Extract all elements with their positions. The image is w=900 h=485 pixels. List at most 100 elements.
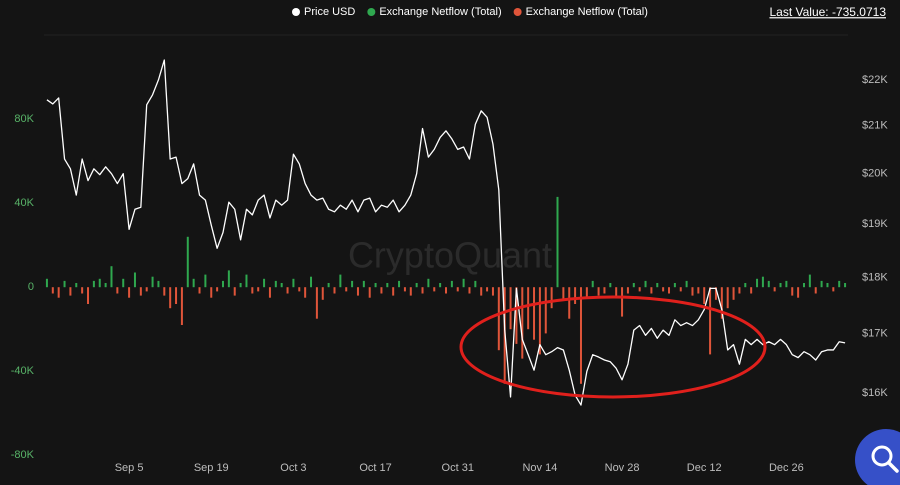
bar xyxy=(480,287,483,296)
bar xyxy=(726,287,729,309)
y-tick-label: -40K xyxy=(11,365,35,377)
x-tick-label: Oct 31 xyxy=(442,462,474,474)
bar xyxy=(550,287,553,309)
bar xyxy=(257,287,260,292)
bar xyxy=(315,287,318,319)
bar xyxy=(151,276,154,288)
legend-marker xyxy=(292,8,300,16)
bar xyxy=(210,287,213,298)
bar xyxy=(292,278,295,288)
bar xyxy=(820,280,823,288)
bar xyxy=(251,287,254,294)
bar xyxy=(304,287,307,298)
bar xyxy=(703,287,706,304)
bar xyxy=(351,280,354,288)
bar xyxy=(75,283,78,288)
bar xyxy=(403,287,406,292)
bar xyxy=(345,287,348,292)
bar xyxy=(239,283,242,288)
plot xyxy=(45,59,847,406)
bar xyxy=(709,287,712,355)
bar xyxy=(374,283,377,288)
bar xyxy=(673,283,676,288)
bar xyxy=(216,287,219,292)
bar xyxy=(644,280,647,288)
legend-marker xyxy=(513,8,522,16)
x-tick-label: Sep 19 xyxy=(194,462,229,474)
bar xyxy=(779,283,782,288)
search-button[interactable] xyxy=(855,429,900,485)
bar xyxy=(157,280,160,288)
bar xyxy=(409,287,412,296)
bar xyxy=(685,280,688,288)
bar xyxy=(169,287,172,309)
bar xyxy=(298,287,301,292)
bar xyxy=(679,287,682,292)
legend-label: Exchange Netflow (Total) xyxy=(526,6,648,18)
bar xyxy=(380,287,383,294)
bar xyxy=(433,287,436,292)
bar xyxy=(445,287,447,294)
bar xyxy=(227,270,230,288)
bar xyxy=(632,283,635,288)
bar xyxy=(456,287,459,292)
bar xyxy=(98,278,101,288)
bar xyxy=(145,287,148,292)
legend-label: Exchange Netflow (Total) xyxy=(379,6,501,18)
bar xyxy=(356,287,359,296)
bar xyxy=(744,283,747,288)
bar xyxy=(221,280,224,288)
x-tick-label: Dec 12 xyxy=(687,462,722,474)
x-tick-label: Dec 26 xyxy=(769,462,804,474)
bar xyxy=(621,287,624,317)
bar xyxy=(233,287,236,296)
bar xyxy=(638,287,641,292)
bar xyxy=(450,280,453,288)
bar xyxy=(844,283,847,288)
bar xyxy=(773,287,776,292)
bar xyxy=(421,287,424,294)
bar xyxy=(697,287,700,294)
watermark: CryptoQuant xyxy=(348,235,552,276)
bar xyxy=(720,287,723,319)
y2-tick-label: $19K xyxy=(862,218,888,230)
bar xyxy=(756,278,759,288)
bar xyxy=(656,283,659,288)
bar xyxy=(175,287,178,304)
bar xyxy=(186,236,189,288)
bar xyxy=(204,274,207,288)
bar xyxy=(738,287,741,294)
bar xyxy=(691,287,694,296)
bar xyxy=(574,287,577,304)
bar xyxy=(51,287,54,294)
bar xyxy=(386,283,389,288)
bar xyxy=(198,287,201,294)
last-value: Last Value: -735.0713 xyxy=(769,5,886,19)
bar xyxy=(92,280,95,288)
bar xyxy=(568,287,571,319)
bar xyxy=(814,287,817,294)
bar xyxy=(732,287,735,300)
bar xyxy=(333,287,336,294)
bar xyxy=(533,287,536,340)
search-icon-handle xyxy=(887,461,899,473)
legend-label: Price USD xyxy=(304,6,355,18)
bar xyxy=(832,287,835,292)
bar xyxy=(527,287,530,330)
bar xyxy=(509,287,512,330)
bar xyxy=(339,274,342,288)
bar xyxy=(838,280,841,288)
bar xyxy=(104,283,107,288)
bar xyxy=(392,287,395,296)
x-tick-label: Nov 14 xyxy=(522,462,557,474)
y-tick-label: 0 xyxy=(28,281,34,293)
y2-tick-label: $20K xyxy=(862,168,888,180)
y2-tick-label: $21K xyxy=(862,120,888,132)
bar xyxy=(797,287,800,298)
x-tick-label: Nov 28 xyxy=(605,462,640,474)
bar xyxy=(808,274,811,288)
y2-tick-label: $22K xyxy=(862,74,888,86)
bar xyxy=(116,287,119,294)
bar xyxy=(87,287,90,304)
search-button-bg[interactable] xyxy=(855,429,900,485)
